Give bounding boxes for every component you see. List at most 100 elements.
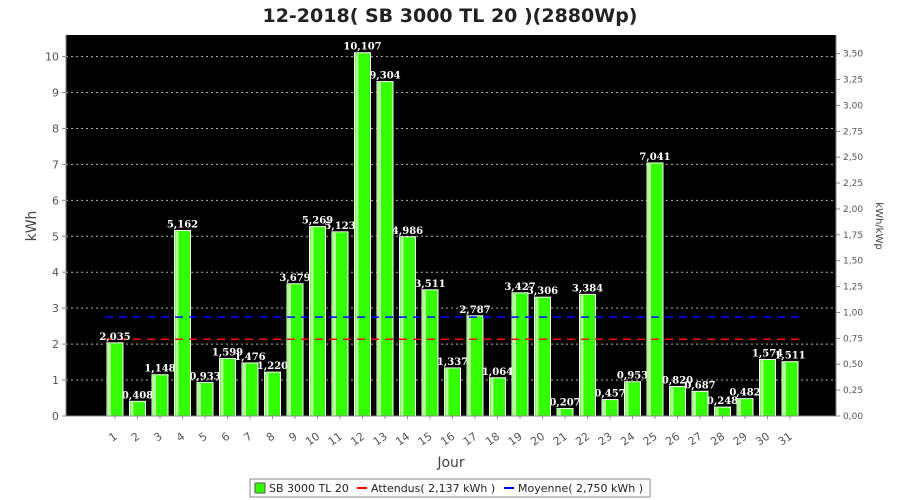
- bar-highlight: [625, 382, 629, 416]
- data-label: 9,304: [369, 71, 400, 82]
- data-label: 1,148: [144, 364, 175, 375]
- bar-highlight: [738, 399, 741, 416]
- data-label: 5,123: [324, 221, 355, 232]
- bar-highlight: [198, 383, 201, 416]
- y-right-tick-label: 2,00: [843, 205, 863, 215]
- x-tick-label: 27: [686, 430, 705, 449]
- data-label: 1,064: [482, 367, 513, 378]
- bar-highlight: [265, 373, 269, 416]
- data-label: 0,482: [729, 388, 760, 399]
- x-tick-label: 8: [264, 430, 277, 445]
- y-tick-label: 9: [52, 87, 59, 100]
- data-label: 0,933: [189, 371, 220, 382]
- y-tick-label: 0: [52, 410, 59, 423]
- y-tick-label: 2: [52, 338, 59, 351]
- bar-highlight: [648, 163, 651, 416]
- bar-highlight: [130, 402, 134, 416]
- y-right-tick-label: 3,50: [843, 50, 863, 60]
- y-tick-label: 3: [52, 302, 59, 315]
- legend: SB 3000 TL 20 Attendus( 2,137 kWh ) Moyenn…: [249, 478, 651, 498]
- data-label: 5,162: [167, 219, 198, 230]
- y-right-tick-label: 1,00: [843, 308, 863, 318]
- legend-box: [249, 478, 651, 498]
- y-axis-left: 0 1 2 3 4 5 6 7 8 9 10: [45, 35, 67, 423]
- y-tick-label: 7: [52, 158, 59, 171]
- data-label: 0,207: [549, 398, 580, 409]
- bar-highlight: [513, 293, 516, 416]
- x-tick-label: 11: [326, 430, 345, 449]
- legend-label: Moyenne( 2,750 kWh ): [518, 482, 643, 495]
- bar-highlight: [333, 232, 336, 416]
- x-tick-label: 31: [776, 430, 795, 449]
- legend-label: Attendus( 2,137 kWh ): [371, 482, 495, 495]
- y-axis-title: kWh: [24, 211, 40, 242]
- y-axis-right: 0,00 0,25 0,50 0,75 1,00 1,25 1,50 1,75 2,00 2,25…: [835, 35, 863, 422]
- x-tick-label: 10: [303, 430, 322, 449]
- bar-highlight: [445, 368, 449, 416]
- x-tick-label: 18: [483, 430, 502, 449]
- bar-highlight: [580, 295, 584, 416]
- y-right-tick-label: 2,75: [843, 127, 863, 137]
- data-label: 1,337: [437, 357, 468, 368]
- x-tick-label: 12: [348, 430, 367, 449]
- bar-highlight: [310, 227, 314, 416]
- bar-highlight: [535, 298, 539, 416]
- data-label: 1,476: [234, 352, 265, 363]
- data-label: 1,574: [752, 348, 783, 359]
- x-axis-title: Jour: [436, 455, 465, 471]
- x-tick-label: 22: [573, 430, 592, 449]
- data-label: 5,269: [302, 216, 333, 227]
- data-label: 3,679: [279, 273, 310, 284]
- bar-highlight: [400, 237, 404, 416]
- bar-highlight: [378, 82, 381, 416]
- y-tick-label: 10: [45, 51, 59, 64]
- bar-highlight: [423, 290, 426, 416]
- x-tick-label: 13: [371, 430, 390, 449]
- bar-highlight: [490, 378, 494, 416]
- bar-highlight: [468, 316, 471, 416]
- bar-highlight: [603, 400, 606, 416]
- y-right-tick-label: 3,00: [843, 101, 863, 111]
- y-right-tick-label: 3,25: [843, 76, 863, 86]
- data-labels-layer: 2,035 0,408 1,148 5,162 0,933 1,5991,4761,220…: [99, 42, 805, 409]
- bar-highlight: [288, 284, 291, 416]
- x-tick-label: 24: [618, 430, 637, 449]
- bar-highlight: [355, 53, 359, 416]
- data-label: 3,427: [504, 282, 535, 293]
- data-label: 7,041: [639, 152, 670, 163]
- data-label: 0,457: [594, 389, 625, 400]
- y-right-tick-label: 1,25: [843, 283, 863, 293]
- data-label: 3,306: [527, 286, 558, 297]
- x-axis: 1 2 3 4 5 6 7 8 9 10 11 12 13 14 15 16 17 18 19 20 21 22 23 24 2…: [66, 415, 836, 449]
- bar-highlight: [153, 375, 156, 416]
- x-tick-label: 15: [416, 430, 435, 449]
- plot-area: [66, 35, 836, 416]
- bar-highlight: [760, 360, 764, 416]
- y-right-tick-label: 0,75: [843, 334, 863, 344]
- bar-highlight: [175, 231, 179, 416]
- y-right-tick-label: 0,00: [843, 412, 863, 422]
- x-tick-label: 14: [393, 430, 412, 449]
- x-tick-label: 5: [197, 430, 210, 445]
- x-tick-label: 28: [708, 430, 727, 449]
- x-tick-label: 16: [438, 430, 457, 449]
- reference-lines-layer: [105, 316, 801, 340]
- x-tick-label: 7: [242, 430, 255, 445]
- x-tick-label: 20: [528, 430, 547, 449]
- y-right-tick-label: 1,50: [843, 257, 863, 267]
- y-tick-label: 5: [52, 230, 59, 243]
- data-label: 0,687: [684, 380, 715, 391]
- y-right-tick-label: 2,25: [843, 179, 863, 189]
- data-label: 1,599: [212, 348, 243, 359]
- x-tick-label: 23: [596, 430, 615, 449]
- data-label: 3,384: [572, 283, 603, 294]
- legend-swatch: [254, 482, 266, 494]
- data-label: 1,511: [774, 351, 805, 362]
- x-tick-label: 4: [174, 430, 187, 445]
- y-right-tick-label: 1,75: [843, 231, 863, 241]
- x-tick-label: 26: [663, 430, 682, 449]
- bar-highlight: [693, 392, 696, 416]
- legend-label: SB 3000 TL 20: [269, 482, 349, 495]
